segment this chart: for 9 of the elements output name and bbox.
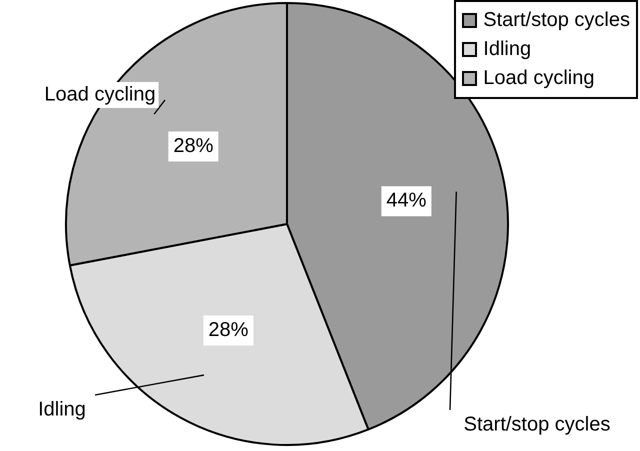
data-label: 28% [208,319,249,342]
slice-label: Start/stop cycles [464,414,610,436]
legend-label: Idling [483,37,532,62]
slice-label: Load cycling [44,84,156,106]
slice-label: Idling [38,398,86,421]
data-label: 44% [386,190,427,212]
legend-label: Load cycling [483,66,594,91]
data-label: 28% [173,135,214,158]
legend-label: Start/stop cycles [483,8,630,33]
